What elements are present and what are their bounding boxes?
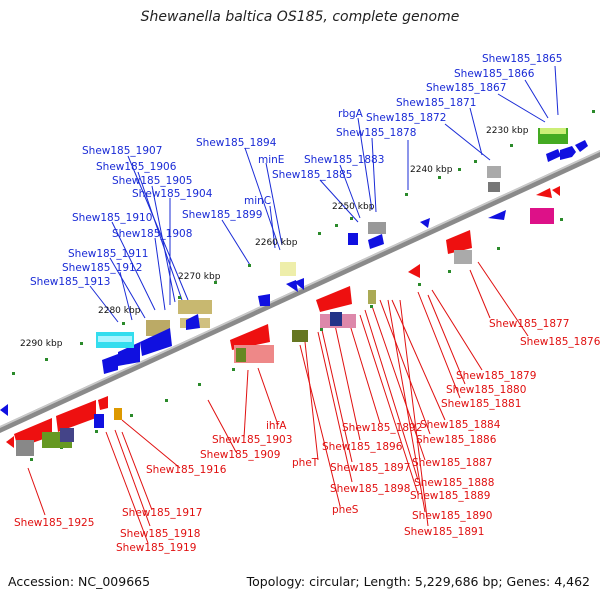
gene-label-shew185-1910: Shew185_1910 <box>72 212 152 224</box>
gene-label-shew185-1885: Shew185_1885 <box>272 169 352 181</box>
gene-label-phes: pheS <box>332 504 359 516</box>
kbp-tick-2260: 2260 kbp <box>255 238 298 248</box>
gene-label-shew185-1894: Shew185_1894 <box>196 137 277 149</box>
gene-label-shew185-1898: Shew185_1898 <box>330 483 410 495</box>
gene-label-shew185-1904: Shew185_1904 <box>132 188 213 200</box>
gene-label-shew185-1876: Shew185_1876 <box>520 336 600 348</box>
gene-label-shew185-1899: Shew185_1899 <box>182 209 262 221</box>
kbp-tick-2280: 2280 kbp <box>98 306 141 316</box>
gene-label-shew185-1909: Shew185_1909 <box>200 449 280 461</box>
gene-label-shew185-1912: Shew185_1912 <box>62 262 142 274</box>
kbp-tick-2250: 2250 kbp <box>332 202 375 212</box>
gene-label-shew185-1887: Shew185_1887 <box>412 457 492 469</box>
gene-label-shew185-1907: Shew185_1907 <box>82 145 162 157</box>
gene-label-shew185-1866: Shew185_1866 <box>454 68 535 80</box>
gene-label-shew185-1905: Shew185_1905 <box>112 175 192 187</box>
gene-label-shew185-1913: Shew185_1913 <box>30 276 110 288</box>
gene-label-ihfa: ihfA <box>266 420 287 432</box>
gene-label-mine: minE <box>258 154 284 166</box>
gene-label-shew185-1871: Shew185_1871 <box>396 97 476 109</box>
gene-label-shew185-1879: Shew185_1879 <box>456 370 536 382</box>
gene-label-shew185-1896: Shew185_1896 <box>322 441 403 453</box>
gene-label-minc: minC <box>244 195 271 207</box>
upper-tick-dots <box>12 110 595 375</box>
gene-label-shew185-1865: Shew185_1865 <box>482 53 562 65</box>
gene-label-shew185-1916: Shew185_1916 <box>146 464 227 476</box>
gene-label-shew185-1906: Shew185_1906 <box>96 161 177 173</box>
gene-label-shew185-1877: Shew185_1877 <box>489 318 569 330</box>
kbp-tick-2290: 2290 kbp <box>20 339 63 349</box>
gene-label-shew185-1884: Shew185_1884 <box>420 419 501 431</box>
gene-label-shew185-1878: Shew185_1878 <box>336 127 416 139</box>
kbp-tick-2240: 2240 kbp <box>410 165 453 175</box>
gene-label-rbga: rbgA <box>338 108 364 120</box>
gene-label-shew185-1918: Shew185_1918 <box>120 528 200 540</box>
kbp-tick-2270: 2270 kbp <box>178 272 221 282</box>
gene-label-shew185-1886: Shew185_1886 <box>416 434 497 446</box>
gene-label-shew185-1903: Shew185_1903 <box>212 434 292 446</box>
gene-label-shew185-1917: Shew185_1917 <box>122 507 202 519</box>
gene-label-shew185-1908: Shew185_1908 <box>112 228 192 240</box>
gene-label-shew185-1925: Shew185_1925 <box>14 517 94 529</box>
gene-label-shew185-1891: Shew185_1891 <box>404 526 484 538</box>
gene-label-shew185-1880: Shew185_1880 <box>446 384 526 396</box>
lower-gene-labels: Shew185_1877 Shew185_1876 Shew185_1879 S… <box>14 318 600 554</box>
gene-label-shew185-1892: Shew185_1892 <box>342 422 422 434</box>
topology-text: Topology: circular; Length: 5,229,686 bp… <box>246 574 590 589</box>
lower-connectors <box>27 261 529 544</box>
gene-label-shew185-1867: Shew185_1867 <box>426 82 506 94</box>
accession-text: Accession: NC_009665 <box>8 574 151 589</box>
kbp-tick-2230: 2230 kbp <box>486 126 529 136</box>
gene-label-shew185-1872: Shew185_1872 <box>366 112 446 124</box>
gene-label-shew185-1919: Shew185_1919 <box>116 542 196 554</box>
upper-gene-labels: Shew185_1865 Shew185_1866 Shew185_1867 S… <box>30 53 562 288</box>
gene-label-shew185-1890: Shew185_1890 <box>412 510 492 522</box>
forward-genes <box>0 128 588 416</box>
gene-label-shew185-1911: Shew185_1911 <box>68 248 148 260</box>
gene-label-shew185-1888: Shew185_1888 <box>414 477 494 489</box>
reverse-genes <box>6 186 560 456</box>
gene-label-shew185-1881: Shew185_1881 <box>441 398 521 410</box>
upper-connectors <box>89 65 559 323</box>
gene-label-shew185-1897: Shew185_1897 <box>330 462 410 474</box>
gene-label-phet: pheT <box>292 457 319 469</box>
gene-label-shew185-1883: Shew185_1883 <box>304 154 384 166</box>
page-title: Shewanella baltica OS185, complete genom… <box>140 9 460 25</box>
kbp-tick-labels: 2230 kbp 2240 kbp 2250 kbp 2260 kbp 2270… <box>20 126 529 349</box>
gene-label-shew185-1889: Shew185_1889 <box>410 490 490 502</box>
